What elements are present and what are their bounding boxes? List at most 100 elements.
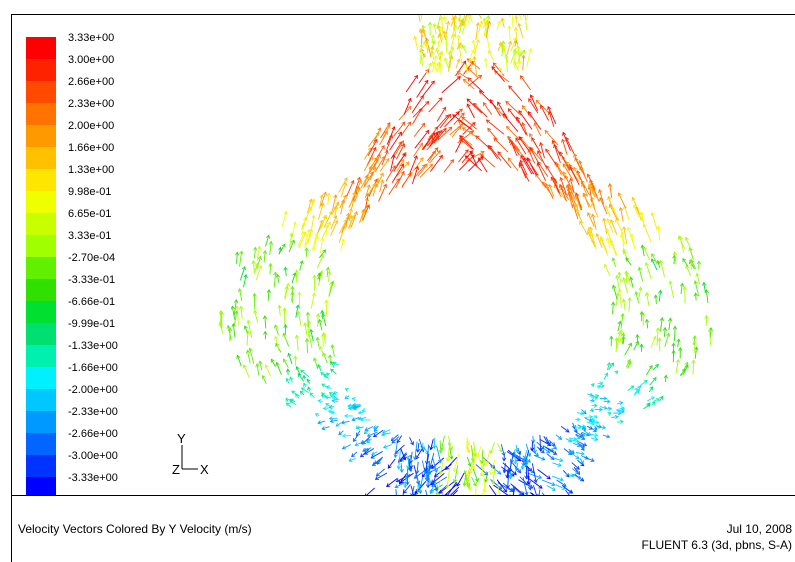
velocity-vector — [421, 15, 425, 20]
legend-swatch — [26, 301, 56, 323]
legend-tick-label: 9.98e-01 — [68, 186, 111, 198]
legend-tick-label: -2.70e-04 — [68, 252, 115, 264]
velocity-vector — [413, 102, 429, 118]
velocity-vector — [523, 477, 527, 495]
velocity-vector — [527, 15, 529, 20]
legend-swatch — [26, 257, 56, 279]
x-axis-label: X — [200, 462, 209, 477]
velocity-vector — [422, 136, 433, 150]
velocity-vector — [546, 166, 557, 183]
velocity-vector — [429, 98, 442, 112]
velocity-vector — [454, 454, 459, 472]
velocity-vector — [418, 15, 420, 22]
velocity-vector — [339, 178, 347, 193]
legend-tick-label: -2.66e+00 — [68, 428, 118, 440]
color-legend: 3.33e+003.00e+002.66e+002.33e+002.00e+00… — [12, 15, 162, 495]
velocity-vector — [456, 139, 463, 153]
velocity-vector — [298, 232, 305, 247]
legend-tick-label: -1.33e+00 — [68, 340, 118, 352]
velocity-vector — [536, 174, 547, 188]
velocity-vector — [387, 478, 398, 486]
velocity-vector — [270, 264, 271, 275]
velocity-vector — [320, 346, 326, 358]
velocity-vector — [401, 122, 411, 136]
velocity-vector — [365, 488, 375, 495]
velocity-vector — [610, 204, 618, 220]
velocity-vector — [522, 15, 524, 17]
velocity-vector — [488, 128, 498, 140]
velocity-vector — [563, 132, 570, 150]
velocity-vector — [509, 26, 510, 41]
velocity-vector — [629, 298, 630, 312]
velocity-vector — [523, 55, 524, 70]
velocity-vector — [626, 271, 627, 283]
legend-tick-label: -6.66e-01 — [68, 296, 115, 308]
velocity-vector — [421, 45, 422, 64]
vector-group — [219, 15, 713, 495]
velocity-vector — [444, 160, 454, 173]
velocity-vector — [307, 339, 308, 353]
legend-swatch — [26, 367, 56, 389]
velocity-vector — [520, 137, 531, 150]
velocity-vector — [619, 193, 626, 209]
velocity-vector — [617, 332, 620, 349]
legend-tick-label: -3.33e-01 — [68, 274, 115, 286]
caption-bar: Velocity Vectors Colored By Y Velocity (… — [11, 495, 795, 562]
axis-triad: Y Z X — [172, 429, 232, 489]
velocity-vector — [620, 289, 622, 308]
velocity-vector — [414, 123, 425, 136]
velocity-vector — [652, 213, 657, 231]
velocity-vector — [484, 103, 492, 115]
legend-tick-label: 1.66e+00 — [68, 142, 114, 154]
legend-swatch — [26, 59, 56, 81]
velocity-vector — [237, 306, 238, 325]
velocity-vector — [476, 479, 477, 495]
velocity-vector — [445, 15, 446, 16]
velocity-vector — [487, 120, 505, 134]
velocity-vector — [301, 370, 309, 377]
velocity-vector — [580, 221, 588, 235]
velocity-vector — [237, 252, 238, 263]
velocity-vector — [402, 173, 411, 187]
velocity-vector — [508, 109, 519, 123]
velocity-vector — [331, 216, 337, 230]
legend-tick-label: 1.33e+00 — [68, 164, 114, 176]
velocity-vector — [520, 76, 530, 90]
legend-swatch — [26, 477, 56, 495]
velocity-vector — [430, 155, 442, 171]
legend-tick-label: 3.00e+00 — [68, 54, 114, 66]
velocity-vector — [625, 343, 632, 355]
velocity-vector — [394, 122, 405, 136]
legend-tick-label: -2.33e+00 — [68, 406, 118, 418]
velocity-vector — [515, 450, 516, 464]
legend-swatch — [26, 81, 56, 103]
velocity-vector — [489, 485, 499, 495]
velocity-vector — [525, 15, 527, 30]
velocity-vector — [494, 138, 508, 152]
legend-swatch — [26, 345, 56, 367]
velocity-vector — [519, 15, 522, 21]
velocity-vector — [613, 302, 614, 314]
velocity-vector — [533, 485, 537, 495]
legend-swatch — [26, 389, 56, 411]
legend-swatch — [26, 37, 56, 59]
velocity-vector — [408, 457, 409, 469]
velocity-vector — [670, 281, 674, 298]
vector-arrowhead — [336, 397, 340, 400]
legend-swatch — [26, 213, 56, 235]
legend-swatch — [26, 235, 56, 257]
legend-swatch — [26, 125, 56, 147]
legend-swatch — [26, 323, 56, 345]
velocity-vector — [513, 15, 517, 18]
velocity-vector — [248, 320, 252, 337]
velocity-vector — [616, 338, 617, 352]
plot-title: Velocity Vectors Colored By Y Velocity (… — [18, 522, 252, 536]
velocity-vector — [442, 17, 443, 33]
velocity-vector — [646, 263, 651, 279]
velocity-vector — [379, 184, 387, 201]
velocity-vector — [509, 15, 510, 17]
velocity-vector — [530, 147, 543, 161]
velocity-vector — [503, 114, 518, 132]
